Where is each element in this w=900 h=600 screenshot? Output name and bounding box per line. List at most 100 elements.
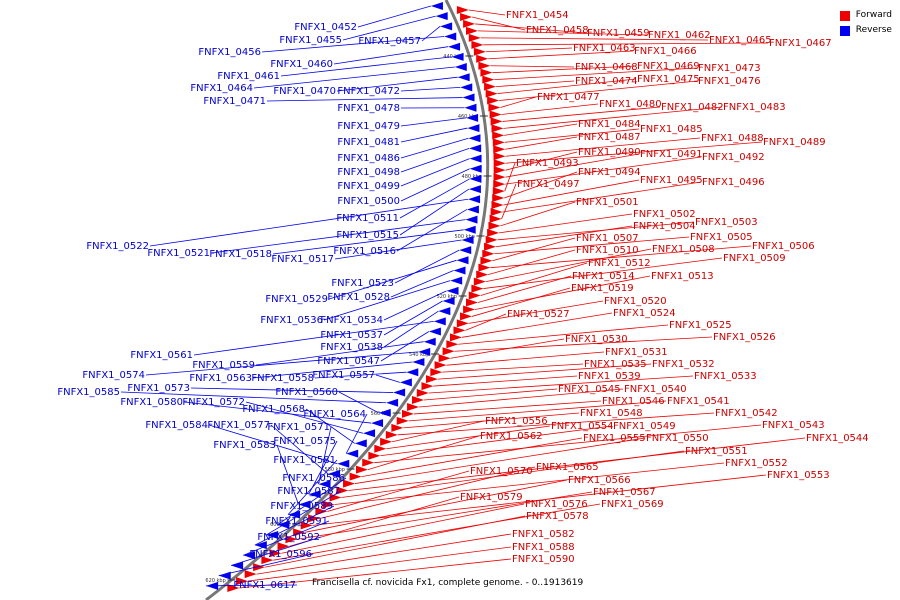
reverse-gene-arrow[interactable] — [462, 93, 475, 102]
forward-gene-arrow[interactable] — [482, 249, 495, 258]
forward-gene-label[interactable]: FNFX1_0506 — [752, 241, 815, 252]
reverse-gene-arrow[interactable] — [466, 205, 479, 214]
reverse-gene-arrow[interactable] — [266, 530, 279, 539]
forward-gene-arrow[interactable] — [446, 340, 459, 349]
reverse-gene-arrow[interactable] — [337, 459, 350, 468]
forward-gene-label[interactable]: FNFX1_0462 — [648, 30, 711, 41]
forward-gene-arrow[interactable] — [425, 375, 438, 384]
reverse-gene-label[interactable]: FNFX1_0572 — [182, 397, 245, 408]
forward-gene-arrow[interactable] — [476, 54, 489, 63]
forward-gene-arrow[interactable] — [492, 138, 505, 147]
forward-gene-label[interactable]: FNFX1_0553 — [767, 470, 830, 481]
forward-gene-arrow[interactable] — [368, 451, 381, 460]
forward-gene-label[interactable]: FNFX1_0493 — [516, 158, 579, 169]
reverse-gene-arrow[interactable] — [466, 113, 479, 122]
forward-gene-label[interactable]: FNFX1_0567 — [593, 487, 656, 498]
reverse-gene-arrow[interactable] — [465, 215, 478, 224]
reverse-gene-label[interactable]: FNFX1_0564 — [303, 409, 366, 420]
reverse-gene-label[interactable]: FNFX1_0498 — [337, 167, 400, 178]
forward-gene-label[interactable]: FNFX1_0520 — [604, 296, 667, 307]
forward-gene-label[interactable]: FNFX1_0569 — [601, 499, 664, 510]
forward-gene-label[interactable]: FNFX1_0555 — [583, 433, 646, 444]
forward-gene-label[interactable]: FNFX1_0590 — [512, 554, 575, 565]
forward-gene-arrow[interactable] — [329, 493, 342, 502]
forward-gene-label[interactable]: FNFX1_0526 — [713, 332, 776, 343]
reverse-gene-arrow[interactable] — [463, 225, 476, 234]
reverse-gene-arrow[interactable] — [371, 419, 384, 428]
reverse-gene-arrow[interactable] — [363, 429, 376, 438]
forward-gene-label[interactable]: FNFX1_0554 — [551, 421, 614, 432]
reverse-gene-arrow[interactable] — [231, 561, 244, 570]
forward-gene-arrow[interactable] — [407, 402, 420, 411]
reverse-gene-label[interactable]: FNFX1_0561 — [130, 350, 193, 361]
reverse-gene-label[interactable]: FNFX1_0528 — [327, 292, 390, 303]
forward-gene-label[interactable]: FNFX1_0485 — [640, 124, 703, 135]
forward-gene-arrow[interactable] — [487, 96, 500, 105]
forward-gene-arrow[interactable] — [468, 33, 481, 42]
reverse-gene-label[interactable]: FNFX1_0574 — [82, 370, 145, 381]
forward-gene-arrow[interactable] — [468, 291, 481, 300]
forward-gene-label[interactable]: FNFX1_0545 — [558, 384, 621, 395]
reverse-gene-arrow[interactable] — [448, 42, 461, 51]
forward-gene-arrow[interactable] — [493, 145, 506, 154]
forward-gene-arrow[interactable] — [473, 47, 486, 56]
forward-gene-label[interactable]: FNFX1_0474 — [575, 76, 638, 87]
forward-gene-arrow[interactable] — [492, 131, 505, 140]
forward-gene-arrow[interactable] — [277, 542, 290, 551]
forward-gene-label[interactable]: FNFX1_0540 — [624, 384, 687, 395]
reverse-gene-arrow[interactable] — [318, 480, 331, 489]
forward-gene-arrow[interactable] — [460, 312, 473, 321]
reverse-gene-label[interactable]: FNFX1_0529 — [265, 294, 328, 305]
forward-gene-label[interactable]: FNFX1_0551 — [685, 446, 748, 457]
forward-gene-arrow[interactable] — [478, 263, 491, 272]
reverse-gene-label[interactable]: FNFX1_0571 — [267, 422, 330, 433]
reverse-gene-label[interactable]: FNFX1_0575 — [273, 436, 336, 447]
reverse-gene-label[interactable]: FNFX1_0583 — [213, 440, 276, 451]
reverse-gene-arrow[interactable] — [354, 439, 367, 448]
forward-gene-label[interactable]: FNFX1_0582 — [512, 529, 575, 540]
forward-gene-label[interactable]: FNFX1_0475 — [637, 74, 700, 85]
reverse-gene-label[interactable]: FNFX1_0589 — [270, 501, 333, 512]
forward-gene-arrow[interactable] — [449, 333, 462, 342]
forward-gene-arrow[interactable] — [362, 458, 375, 467]
reverse-gene-label[interactable]: FNFX1_0523 — [331, 278, 394, 289]
forward-gene-label[interactable]: FNFX1_0541 — [667, 396, 730, 407]
reverse-gene-label[interactable]: FNFX1_0538 — [320, 342, 383, 353]
forward-gene-arrow[interactable] — [485, 89, 498, 98]
forward-gene-label[interactable]: FNFX1_0513 — [651, 271, 714, 282]
forward-gene-arrow[interactable] — [473, 277, 486, 286]
forward-gene-label[interactable]: FNFX1_0579 — [460, 492, 523, 503]
forward-gene-arrow[interactable] — [300, 521, 313, 530]
forward-gene-label[interactable]: FNFX1_0552 — [725, 458, 788, 469]
reverse-gene-label[interactable]: FNFX1_0515 — [336, 230, 399, 241]
reverse-gene-arrow[interactable] — [461, 235, 474, 244]
reverse-gene-label[interactable]: FNFX1_0617 — [233, 580, 296, 591]
forward-gene-arrow[interactable] — [493, 180, 506, 189]
forward-gene-label[interactable]: FNFX1_0477 — [537, 92, 600, 103]
forward-gene-label[interactable]: FNFX1_0459 — [587, 28, 650, 39]
reverse-gene-arrow[interactable] — [456, 256, 469, 265]
reverse-gene-label[interactable]: FNFX1_0559 — [192, 360, 255, 371]
reverse-gene-label[interactable]: FNFX1_0478 — [337, 103, 400, 114]
reverse-gene-label[interactable]: FNFX1_0460 — [270, 59, 333, 70]
forward-gene-label[interactable]: FNFX1_0578 — [526, 511, 589, 522]
reverse-gene-arrow[interactable] — [464, 103, 477, 112]
forward-gene-arrow[interactable] — [489, 214, 502, 223]
reverse-gene-label[interactable]: FNFX1_0522 — [86, 241, 149, 252]
forward-gene-label[interactable]: FNFX1_0542 — [715, 408, 778, 419]
reverse-gene-arrow[interactable] — [450, 276, 463, 285]
forward-gene-arrow[interactable] — [430, 368, 443, 377]
forward-gene-arrow[interactable] — [480, 256, 493, 265]
forward-gene-arrow[interactable] — [478, 61, 491, 70]
reverse-gene-label[interactable]: FNFX1_0511 — [336, 213, 399, 224]
forward-gene-arrow[interactable] — [488, 103, 501, 112]
reverse-gene-arrow[interactable] — [459, 246, 472, 255]
reverse-gene-label[interactable]: FNFX1_0537 — [320, 330, 383, 341]
forward-gene-arrow[interactable] — [412, 396, 424, 404]
forward-gene-arrow[interactable] — [471, 40, 484, 49]
forward-gene-arrow[interactable] — [493, 152, 506, 161]
forward-gene-arrow[interactable] — [463, 19, 476, 28]
reverse-gene-arrow[interactable] — [451, 52, 464, 61]
forward-gene-label[interactable]: FNFX1_0492 — [702, 152, 765, 163]
forward-gene-label[interactable]: FNFX1_0565 — [536, 462, 599, 473]
